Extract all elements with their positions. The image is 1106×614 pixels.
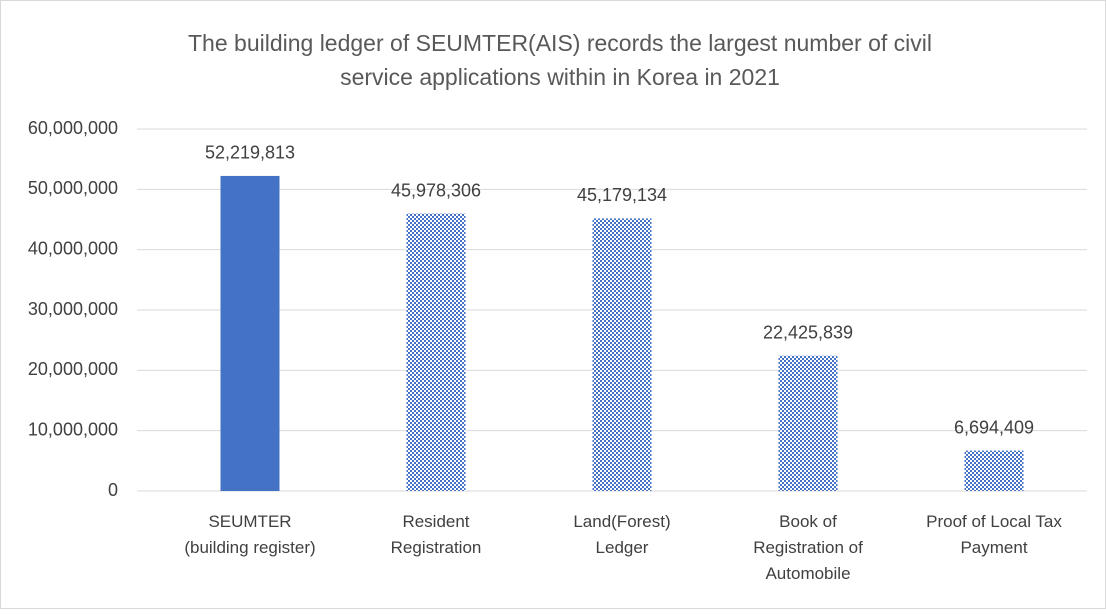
x-tick-label: Book of Registration of Automobile [753, 512, 863, 583]
x-tick-label: SEUMTER (building register) [184, 512, 315, 557]
bar [220, 175, 280, 491]
value-label: 6,694,409 [954, 417, 1034, 437]
bar [406, 213, 466, 492]
bar [778, 355, 838, 491]
y-tick-label: 30,000,000 [28, 299, 118, 319]
y-tick-label: 60,000,000 [28, 118, 118, 138]
bar [964, 450, 1024, 491]
value-label: 22,425,839 [763, 322, 853, 342]
y-tick-label: 0 [108, 480, 118, 500]
y-tick-label: 40,000,000 [28, 238, 118, 258]
value-label: 45,978,306 [391, 180, 481, 200]
value-label: 45,179,134 [577, 185, 667, 205]
y-tick-label: 10,000,000 [28, 419, 118, 439]
chart-title: The building ledger of SEUMTER(AIS) reco… [188, 30, 932, 90]
value-label: 52,219,813 [205, 143, 295, 163]
x-tick-label: Resident Registration [391, 512, 482, 557]
x-tick-label: Proof of Local Tax Payment [926, 512, 1062, 557]
y-tick-label: 50,000,000 [28, 178, 118, 198]
bar [592, 218, 652, 491]
x-tick-label: Land(Forest) Ledger [573, 512, 670, 557]
y-tick-label: 20,000,000 [28, 359, 118, 379]
